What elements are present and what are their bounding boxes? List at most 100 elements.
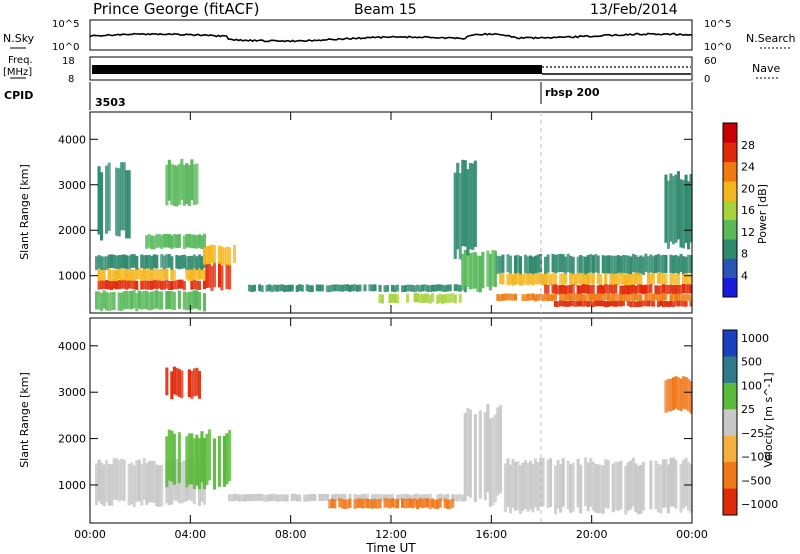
heatmap-cell-power-7 — [463, 285, 467, 293]
heatmap-cell-power-7 — [453, 284, 457, 291]
heatmap-cell-power-5 — [202, 233, 206, 248]
heatmap-cell-power-11 — [513, 255, 517, 274]
heatmap-cell-power-12 — [616, 274, 620, 286]
heatmap-cell-power-13 — [671, 285, 675, 295]
nsky-tick-bottom: 10^0 — [52, 42, 79, 53]
heatmap-cell-power-15 — [579, 293, 583, 301]
heatmap-cell-velocity-2 — [228, 494, 232, 502]
heatmap-cell-velocity-0 — [122, 459, 126, 502]
heatmap-cell-power-10 — [461, 159, 465, 247]
heatmap-cell-power-12 — [684, 273, 688, 285]
heatmap-cell-power-14 — [656, 301, 660, 307]
heatmap-cell-power-1 — [145, 269, 149, 281]
heatmap-cell-power-13 — [624, 285, 628, 295]
heatmap-cell-velocity-4 — [483, 412, 487, 501]
beam-title: Beam 15 — [354, 2, 417, 18]
heatmap-cell-velocity-5 — [666, 464, 670, 514]
heatmap-cell-velocity-6 — [180, 370, 184, 399]
x-tick-label: 16:00 — [475, 528, 507, 541]
heatmap-cell-velocity-5 — [626, 462, 630, 511]
heatmap-cell-velocity-2 — [333, 493, 337, 501]
heatmap-cell-power-6 — [130, 290, 134, 310]
heatmap-cell-power-8 — [436, 294, 440, 304]
colorbar-frame — [722, 329, 738, 516]
heatmap-cell-power-8 — [378, 294, 382, 304]
heatmap-cell-power-11 — [651, 256, 655, 275]
heatmap-cell-power-1 — [187, 269, 191, 281]
heatmap-cell-power-6 — [190, 291, 194, 310]
heatmap-cell-power-12 — [646, 272, 650, 285]
heatmap-cell-power-0 — [147, 280, 151, 290]
heatmap-cell-power-7 — [308, 285, 312, 293]
heatmap-cell-velocity-3 — [401, 498, 405, 508]
heatmap-cell-power-11 — [576, 256, 580, 275]
heatmap-cell-power-15 — [601, 293, 605, 301]
heatmap-cell-power-14 — [636, 301, 640, 307]
heatmap-cell-power-1 — [190, 269, 194, 281]
heatmap-cell-velocity-2 — [416, 493, 420, 501]
heatmap-cell-power-12 — [501, 273, 505, 285]
heatmap-cell-power-13 — [571, 284, 575, 294]
heatmap-cell-power-12 — [518, 274, 522, 286]
heatmap-cell-velocity-2 — [270, 494, 274, 501]
heatmap-cell-power-11 — [556, 254, 560, 273]
heatmap-cell-velocity-3 — [436, 499, 440, 509]
heatmap-cell-velocity-2 — [338, 494, 342, 502]
heatmap-cell-power-15 — [501, 293, 505, 301]
heatmap-cell-power-16 — [180, 158, 184, 200]
heatmap-cell-velocity-1 — [217, 435, 221, 487]
heatmap-cell-power-9 — [468, 253, 472, 290]
heatmap-cell-velocity-5 — [682, 459, 686, 509]
heatmap-cell-power-0 — [182, 281, 186, 291]
heatmap-cell-velocity-5 — [506, 458, 510, 507]
heatmap-cell-velocity-2 — [283, 494, 287, 502]
cpid-label: CPID — [4, 89, 33, 102]
heatmap-cell-power-11 — [689, 255, 693, 274]
heatmap-cell-power-5 — [197, 234, 201, 248]
power-colorbar-tick: 24 — [741, 161, 755, 174]
heatmap-cell-power-14 — [599, 300, 603, 307]
heatmap-cell-velocity-2 — [290, 493, 294, 501]
heatmap-cell-velocity-6 — [190, 371, 194, 399]
heatmap-cell-velocity-5 — [616, 462, 620, 511]
heatmap-cell-power-2 — [165, 254, 169, 268]
heatmap-cell-power-2 — [107, 254, 111, 269]
velocity-colorbar-tick: 500 — [741, 356, 762, 369]
heatmap-cell-power-4 — [233, 244, 237, 264]
heatmap-cell-power-15 — [614, 293, 618, 301]
heatmap-cell-power-15 — [541, 294, 545, 302]
heatmap-cell-power-3 — [205, 263, 209, 288]
velocity-heatmap-cells — [95, 366, 693, 515]
heatmap-cell-velocity-1 — [205, 433, 209, 485]
heatmap-cell-power-12 — [526, 273, 530, 286]
heatmap-cell-power-5 — [167, 234, 171, 248]
heatmap-cell-power-1 — [142, 268, 146, 280]
heatmap-cell-power-16 — [170, 164, 174, 205]
heatmap-cell-power-11 — [506, 254, 510, 273]
heatmap-cell-power-6 — [125, 290, 129, 309]
heatmap-cell-power-7 — [418, 285, 422, 293]
heatmap-cell-power-7 — [411, 285, 415, 292]
heatmap-cell-velocity-2 — [386, 494, 390, 502]
heatmap-cell-power-15 — [559, 293, 563, 301]
x-tick-label: 00:00 — [676, 528, 708, 541]
heatmap-cell-power-0 — [197, 280, 201, 290]
heatmap-cell-power-1 — [135, 267, 139, 280]
heatmap-cell-power-12 — [661, 273, 665, 285]
power-colorbar-tick: 4 — [741, 269, 748, 282]
heatmap-cell-velocity-3 — [383, 498, 387, 508]
heatmap-cell-power-15 — [561, 294, 565, 301]
heatmap-cell-power-14 — [569, 300, 573, 307]
heatmap-cell-power-0 — [177, 279, 181, 289]
heatmap-cell-power-14 — [676, 300, 680, 307]
heatmap-cell-power-6 — [107, 292, 111, 311]
heatmap-cell-velocity-5 — [639, 465, 643, 514]
heatmap-cell-power-11 — [621, 255, 625, 274]
velocity-colorbar-tick: 100 — [741, 379, 762, 392]
heatmap-cell-velocity-5 — [571, 462, 575, 512]
heatmap-cell-power-11 — [649, 254, 653, 273]
heatmap-cell-power-5 — [150, 235, 154, 250]
heatmap-cell-power-18 — [679, 179, 683, 248]
heatmap-cell-power-13 — [566, 285, 570, 295]
heatmap-cell-velocity-7 — [676, 377, 680, 410]
